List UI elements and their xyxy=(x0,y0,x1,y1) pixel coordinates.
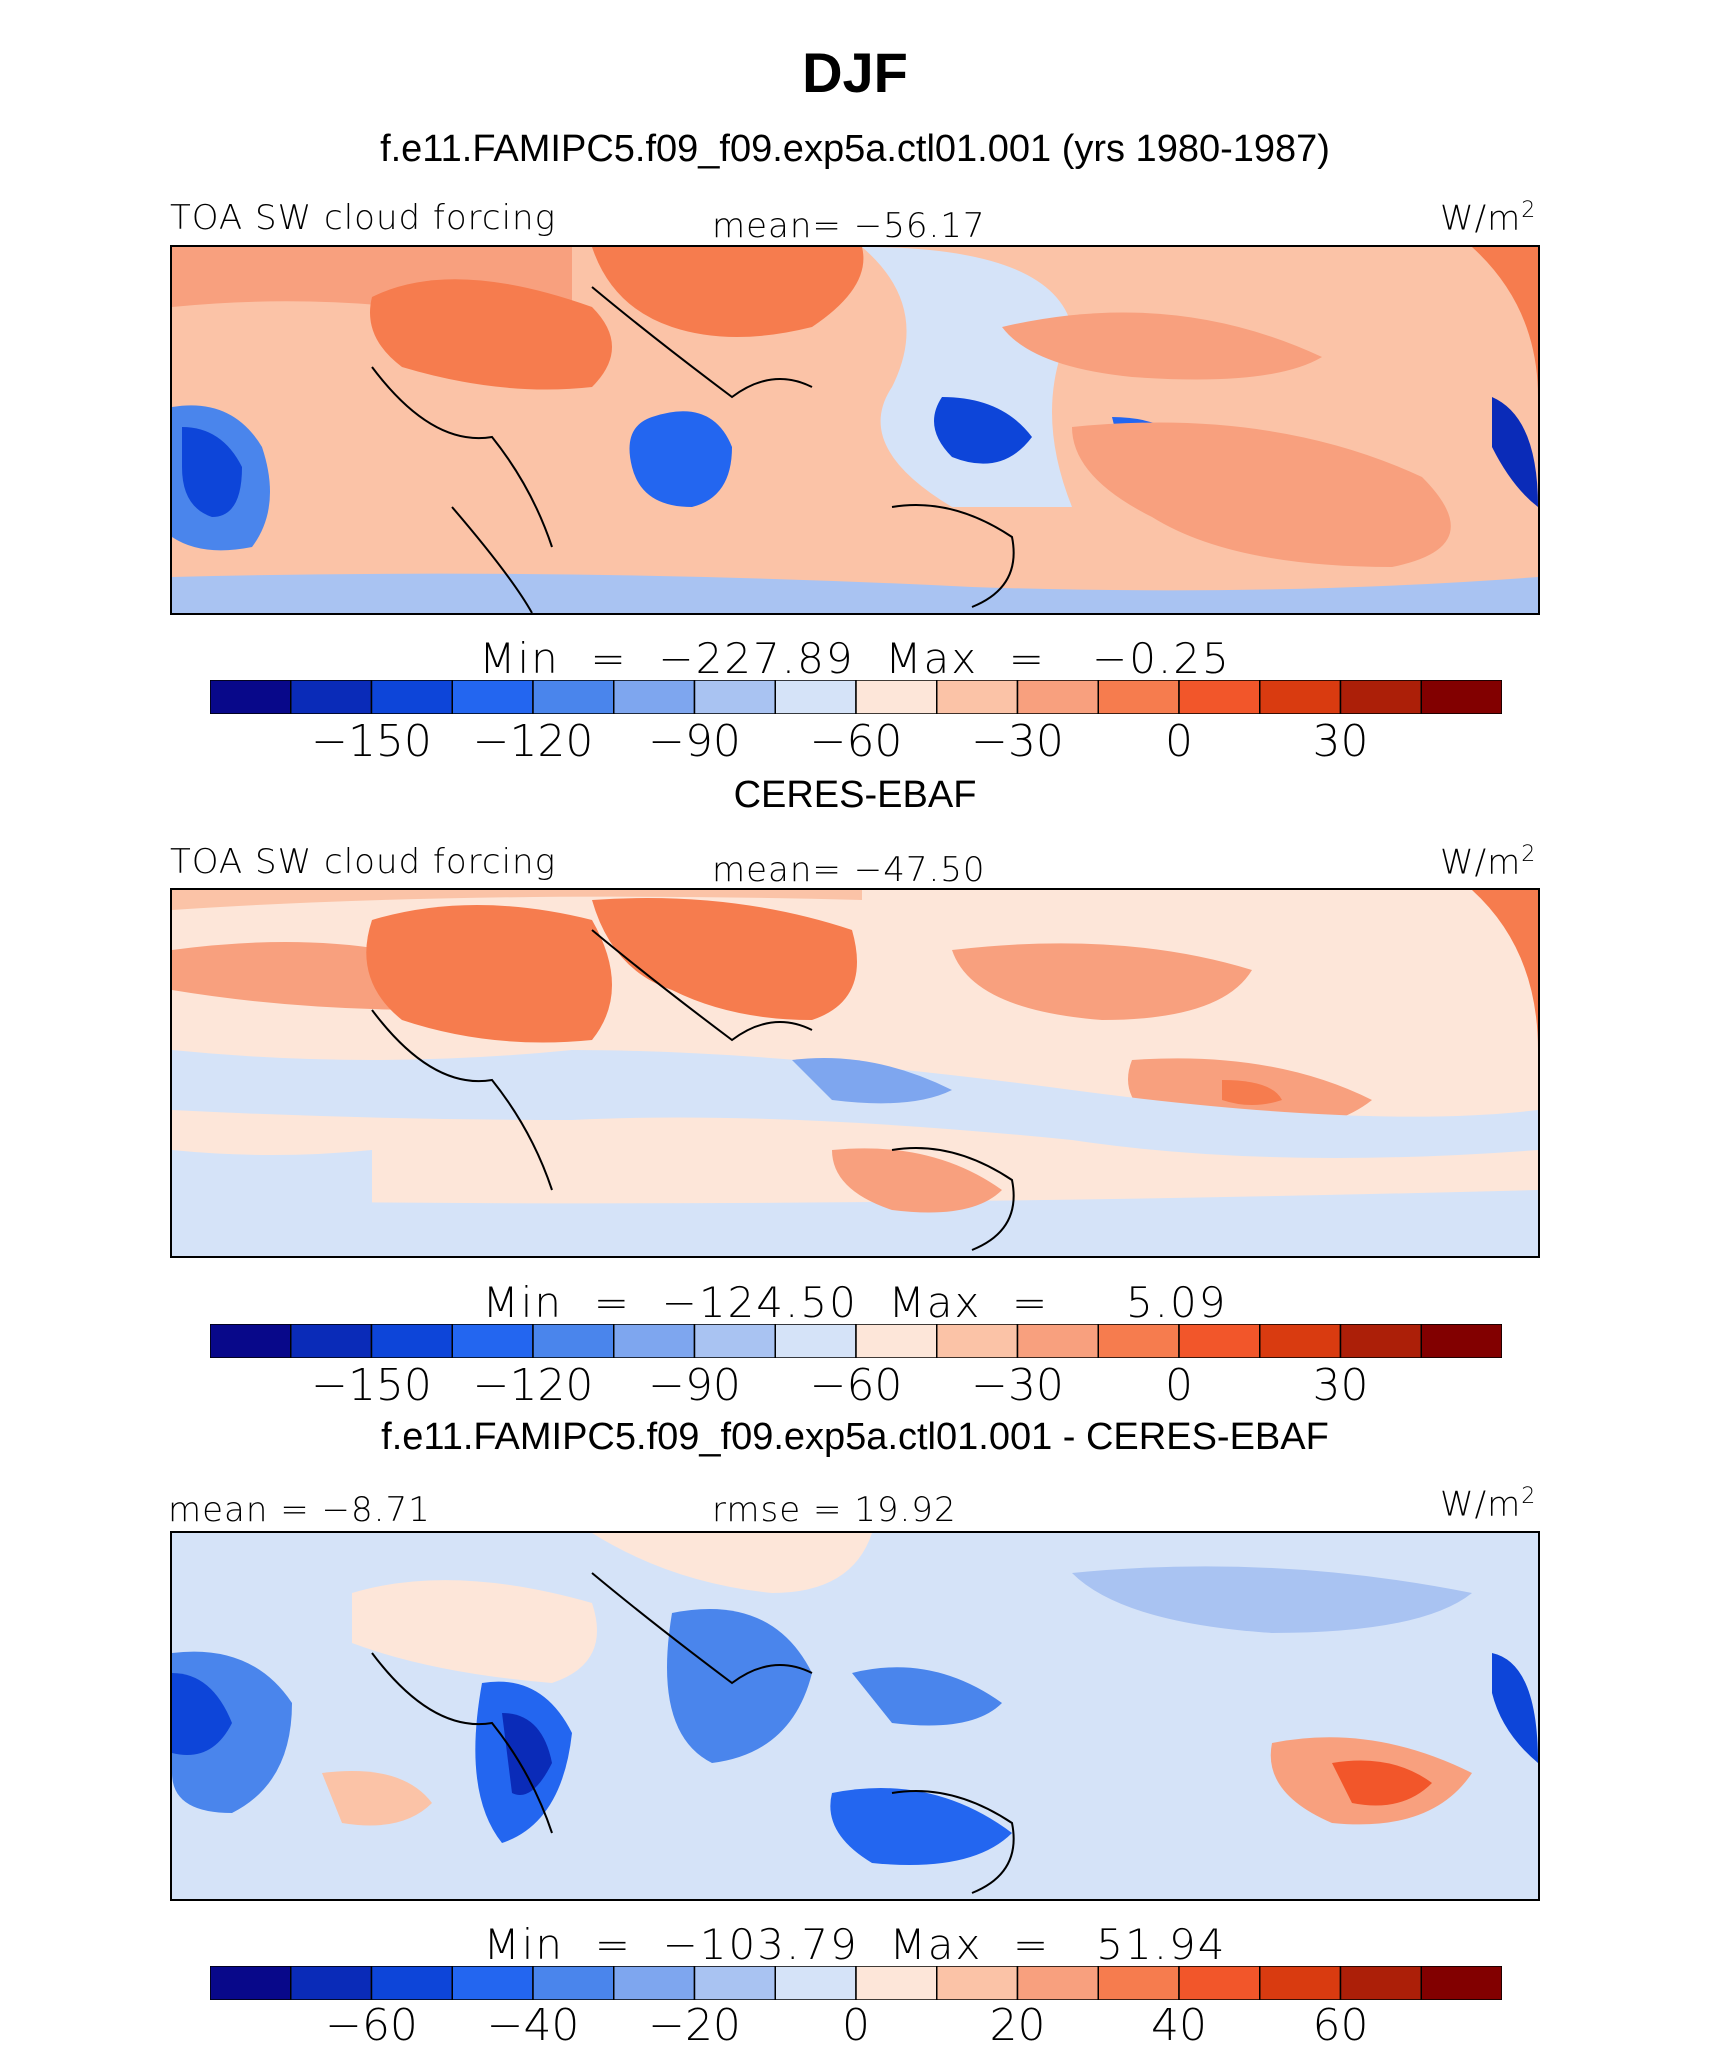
colorbar-swatch xyxy=(613,1966,696,2000)
colorbar-swatch xyxy=(855,1324,938,1358)
panel-3-minmax: Min = −103.79 Max = 51.94 xyxy=(483,1920,1227,1969)
panel-1-colorbar xyxy=(210,680,1502,714)
colorbar-swatch xyxy=(451,680,534,714)
colorbar-tick-label: −150 xyxy=(311,1360,432,1411)
colorbar-swatch xyxy=(1178,1324,1261,1358)
colorbar-tick-label: −90 xyxy=(648,1360,741,1411)
panel-3-colorbar xyxy=(210,1966,1502,2000)
colorbar-tick-label: 30 xyxy=(1312,716,1369,767)
colorbar-swatch xyxy=(1259,1324,1342,1358)
colorbar-swatch xyxy=(532,1966,615,2000)
panel-3-title: f.e11.FAMIPC5.f09_f09.exp5a.ctl01.001 - … xyxy=(381,1416,1329,1458)
colorbar-swatch xyxy=(210,1324,292,1358)
colorbar-swatch xyxy=(1420,1966,1502,2000)
panel-1-mean-label: mean= −56.17 xyxy=(712,206,986,246)
colorbar-tick-label: 0 xyxy=(1165,1360,1193,1411)
panel-1-map xyxy=(170,245,1540,615)
colorbar-swatch xyxy=(210,1966,292,2000)
colorbar-swatch xyxy=(774,1966,857,2000)
panel-2-map xyxy=(170,888,1540,1258)
panel-3-colorbar-ticks: −60 −40 −20 0 20 40 60 xyxy=(210,2000,1502,2051)
colorbar-swatch xyxy=(774,680,857,714)
panel-1-colorbar-ticks: −150 −120 −90 −60 −30 0 30 xyxy=(210,716,1502,767)
colorbar-swatch xyxy=(774,1324,857,1358)
colorbar-swatch xyxy=(451,1324,534,1358)
colorbar-swatch xyxy=(855,1966,938,2000)
colorbar-swatch xyxy=(855,680,938,714)
colorbar-swatch xyxy=(936,680,1019,714)
colorbar-tick-label: 30 xyxy=(1312,1360,1369,1411)
colorbar-swatch xyxy=(1339,1966,1422,2000)
colorbar-tick-label: −150 xyxy=(311,716,432,767)
colorbar-swatch xyxy=(693,1324,776,1358)
colorbar-swatch xyxy=(1097,1966,1180,2000)
colorbar-swatch xyxy=(1259,1966,1342,2000)
colorbar-swatch xyxy=(1259,680,1342,714)
colorbar-swatch xyxy=(613,680,696,714)
colorbar-swatch xyxy=(1420,680,1502,714)
colorbar-swatch xyxy=(210,680,292,714)
colorbar-tick-label: −60 xyxy=(809,716,903,767)
colorbar-tick-label: −30 xyxy=(971,716,1064,767)
colorbar-swatch xyxy=(693,1966,776,2000)
colorbar-swatch xyxy=(613,1324,696,1358)
colorbar-swatch xyxy=(1339,680,1422,714)
panel-3-rmse-label: rmse = 19.92 xyxy=(712,1490,957,1530)
panel-1-minmax: Min = −227.89 Max = −0.25 xyxy=(479,634,1231,683)
colorbar-swatch xyxy=(1097,1324,1180,1358)
colorbar-swatch xyxy=(936,1966,1019,2000)
panel-1-units-label: W/m2 xyxy=(1440,198,1537,239)
colorbar-swatch xyxy=(451,1966,534,2000)
panel-2-mean-label: mean= −47.50 xyxy=(712,850,986,890)
colorbar-swatch xyxy=(532,1324,615,1358)
colorbar-tick-label: −30 xyxy=(971,1360,1064,1411)
colorbar-tick-label: −120 xyxy=(472,1360,594,1411)
colorbar-swatch xyxy=(370,1966,453,2000)
colorbar-swatch xyxy=(1420,1324,1502,1358)
main-title: DJF xyxy=(802,41,908,104)
colorbar-swatch xyxy=(1178,680,1261,714)
panel-2-minmax: Min = −124.50 Max = 5.09 xyxy=(482,1278,1228,1327)
panel-2-colorbar-ticks: −150 −120 −90 −60 −30 0 30 xyxy=(210,1360,1502,1411)
colorbar-tick-label: 40 xyxy=(1151,2000,1207,2051)
colorbar-tick-label: −120 xyxy=(472,716,594,767)
panel-3-units-label: W/m2 xyxy=(1440,1484,1537,1525)
panel-2-contour-field xyxy=(172,890,1538,1256)
panel-2-units-label: W/m2 xyxy=(1440,842,1537,883)
panel-3-mean-label: mean = −8.71 xyxy=(168,1490,431,1530)
colorbar-swatch xyxy=(936,1324,1019,1358)
panel-2-title: CERES-EBAF xyxy=(733,774,977,816)
colorbar-tick-label: −60 xyxy=(325,2000,418,2051)
colorbar-swatch xyxy=(1339,1324,1422,1358)
colorbar-swatch xyxy=(370,1324,453,1358)
colorbar-swatch xyxy=(1016,680,1099,714)
colorbar-swatch xyxy=(532,680,615,714)
colorbar-tick-label: −40 xyxy=(486,2000,580,2051)
colorbar-swatch xyxy=(1097,680,1180,714)
colorbar-swatch xyxy=(1178,1966,1261,2000)
panel-3-contour-field xyxy=(172,1533,1538,1899)
colorbar-swatch xyxy=(693,680,776,714)
colorbar-tick-label: −90 xyxy=(648,716,741,767)
colorbar-swatch xyxy=(1016,1966,1099,2000)
colorbar-swatch xyxy=(290,1966,373,2000)
colorbar-tick-label: 60 xyxy=(1312,2000,1369,2051)
colorbar-swatch xyxy=(370,680,453,714)
panel-1-variable-label: TOA SW cloud forcing xyxy=(170,198,556,238)
colorbar-tick-label: −20 xyxy=(648,2000,741,2051)
colorbar-tick-label: 0 xyxy=(842,2000,870,2051)
panel-2-colorbar xyxy=(210,1324,1502,1358)
colorbar-swatch xyxy=(1016,1324,1099,1358)
colorbar-tick-label: −60 xyxy=(809,1360,903,1411)
colorbar-tick-label: 0 xyxy=(1165,716,1193,767)
colorbar-tick-label: 20 xyxy=(989,2000,1046,2051)
panel-3-map xyxy=(170,1531,1540,1901)
colorbar-swatch xyxy=(290,680,373,714)
panel-1-contour-field xyxy=(172,247,1538,613)
panel-1-title: f.e11.FAMIPC5.f09_f09.exp5a.ctl01.001 (y… xyxy=(380,128,1330,170)
panel-2-variable-label: TOA SW cloud forcing xyxy=(170,842,556,882)
colorbar-swatch xyxy=(290,1324,373,1358)
